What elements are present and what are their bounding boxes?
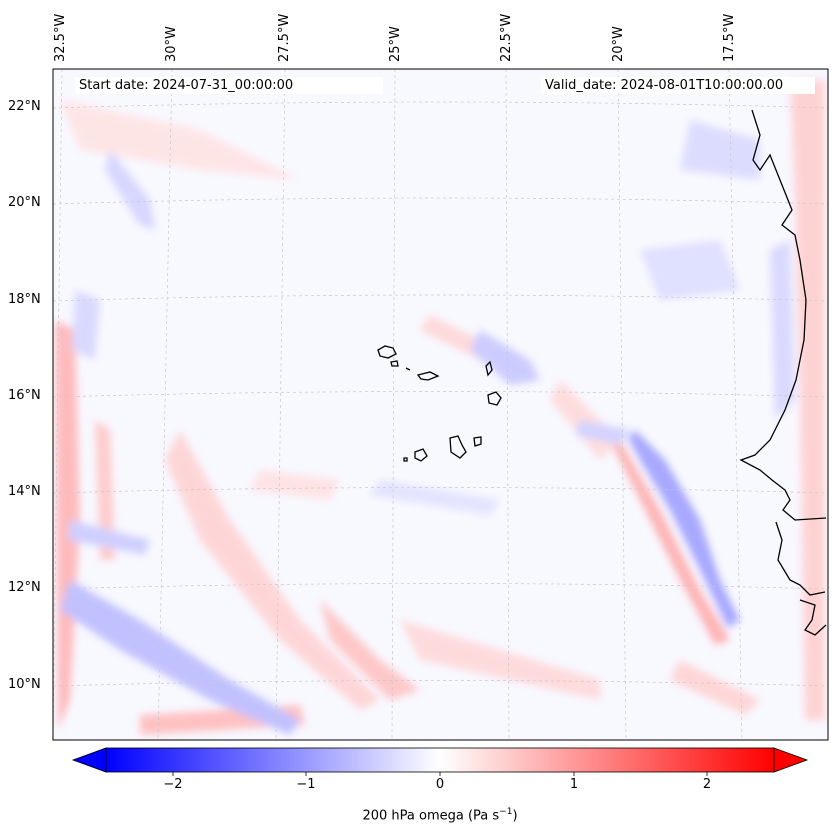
map-panel — [53, 69, 828, 740]
colorbar-tick-label: 1 — [569, 777, 579, 792]
lat-tick-label: 18°N — [8, 292, 41, 307]
map-frame — [52, 68, 829, 741]
omega-field — [55, 80, 825, 735]
lat-tick-label: 16°N — [8, 388, 41, 403]
map-gridlines — [53, 69, 828, 740]
colorbar-tick-label: 0 — [435, 777, 445, 792]
lat-tick-label: 12°N — [8, 580, 41, 595]
lon-tick-label: 20°W — [611, 26, 626, 62]
colorbar-extend-min — [71, 747, 107, 773]
lon-tick-label: 32.5°W — [53, 13, 68, 62]
colorbar-tick-label: −1 — [296, 777, 316, 792]
lat-tick-label: 22°N — [8, 99, 41, 114]
lon-tick-label: 17.5°W — [722, 13, 737, 62]
start-date-label: Start date: 2024-07-31_00:00:00 — [75, 77, 383, 94]
colorbar-label: 200 hPa omega (Pa s−1) — [0, 807, 837, 823]
coastlines — [377, 109, 827, 636]
colorbar-extend-max — [773, 747, 809, 773]
colorbar — [71, 747, 809, 776]
lon-tick-label: 27.5°W — [277, 13, 292, 62]
colorbar-label-end: ) — [512, 808, 518, 824]
lon-tick-label: 22.5°W — [499, 13, 514, 62]
valid-date-label: Valid_date: 2024-08-01T10:00:00.00 — [541, 77, 815, 94]
colorbar-tick-label: 2 — [702, 777, 712, 792]
lon-tick-label: 30°W — [164, 26, 179, 62]
colorbar-label-sup: −1 — [499, 807, 513, 817]
colorbar-label-text: 200 hPa omega (Pa s — [362, 808, 500, 824]
lon-tick-label: 25°W — [388, 26, 403, 62]
colorbar-tick-label: −2 — [163, 777, 183, 792]
lat-tick-label: 14°N — [8, 484, 41, 499]
lat-tick-label: 20°N — [8, 195, 41, 210]
colorbar-gradient — [105, 747, 775, 773]
lat-tick-label: 10°N — [8, 677, 41, 692]
